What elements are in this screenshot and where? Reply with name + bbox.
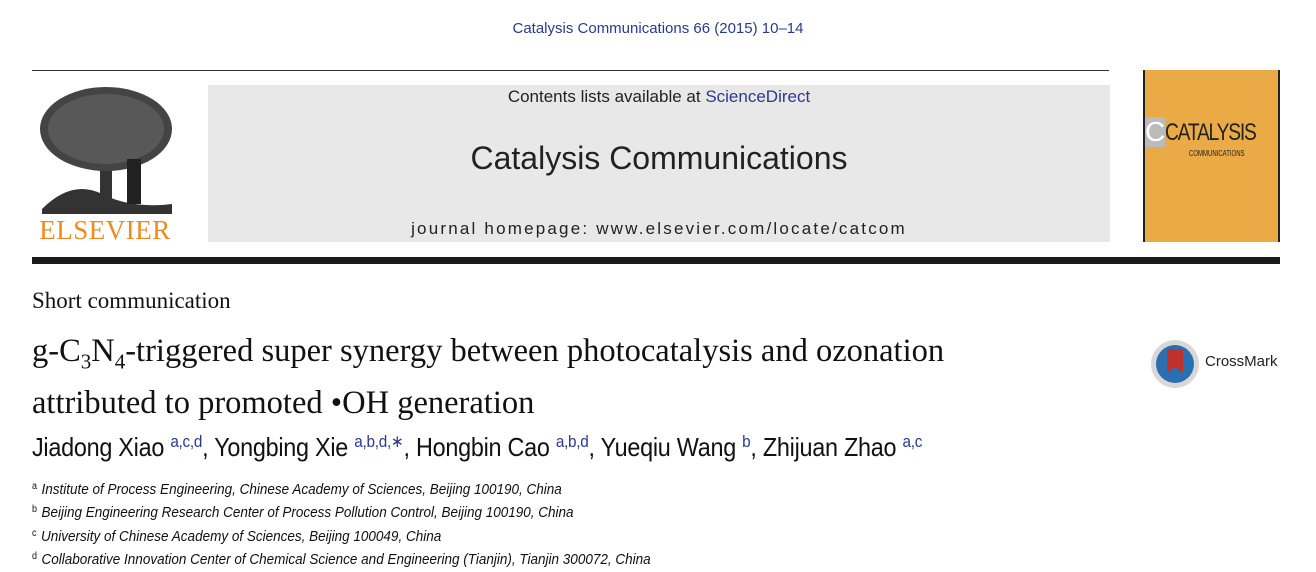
author[interactable]: Zhijuan Zhao a,c xyxy=(762,432,923,462)
journal-homepage-link[interactable]: journal homepage: www.elsevier.com/locat… xyxy=(411,219,907,238)
elsevier-wordmark: ELSEVIER xyxy=(39,215,171,245)
affiliation: d Collaborative Innovation Center of Chem… xyxy=(32,550,651,568)
header-rule xyxy=(32,257,1280,264)
journal-banner: Contents lists available at ScienceDirec… xyxy=(208,85,1110,242)
cover-subtitle: COMMUNICATIONS xyxy=(1189,149,1245,158)
title-subscript: 3 xyxy=(80,349,92,374)
affiliation: b Beijing Engineering Research Center of … xyxy=(32,504,574,522)
author[interactable]: Jiadong Xiao a,c,d xyxy=(32,432,203,462)
affiliation: a Institute of Process Engineering, Chine… xyxy=(32,481,562,498)
title-line-2: attributed to promoted •OH generation xyxy=(32,384,535,421)
crossmark-label: CrossMark xyxy=(1205,353,1278,370)
contents-line: Contents lists available at ScienceDirec… xyxy=(208,87,1110,107)
journal-cover-image[interactable]: C CATALYSIS COMMUNICATIONS xyxy=(1143,70,1280,242)
author[interactable]: Hongbin Cao a,b,d xyxy=(415,432,589,462)
title-subscript: 4 xyxy=(114,349,126,374)
title-part: N xyxy=(91,333,115,369)
title-part: g-C xyxy=(32,333,81,369)
title-part: -triggered super synergy between photoca… xyxy=(125,333,945,369)
author-list: Jiadong Xiao a,c,d, Yongbing Xie a,b,d,∗… xyxy=(32,432,923,462)
contents-prefix: Contents lists available at xyxy=(507,87,706,106)
author[interactable]: Yueqiu Wang b xyxy=(600,432,751,462)
article-title: g-C3N4-triggered super synergy between p… xyxy=(32,331,1112,424)
divider xyxy=(32,70,1109,71)
journal-reference[interactable]: Catalysis Communications 66 (2015) 10–14 xyxy=(512,20,804,37)
cover-letter: C xyxy=(1145,116,1166,147)
journal-title: Catalysis Communications xyxy=(470,140,848,176)
tree-icon xyxy=(40,87,172,214)
crossmark-icon xyxy=(1151,340,1199,388)
cover-title: CATALYSIS xyxy=(1165,119,1257,146)
article-type: Short communication xyxy=(32,288,231,313)
crossmark-button[interactable]: CrossMark xyxy=(1150,339,1285,389)
affiliation: c University of Chinese Academy of Scienc… xyxy=(32,527,442,545)
sciencedirect-link[interactable]: ScienceDirect xyxy=(705,87,811,106)
affiliations: a Institute of Process Engineering, Chine… xyxy=(32,477,651,570)
elsevier-logo[interactable]: ELSEVIER xyxy=(32,84,178,246)
author[interactable]: Yongbing Xie a,b,d,∗ xyxy=(214,432,404,462)
